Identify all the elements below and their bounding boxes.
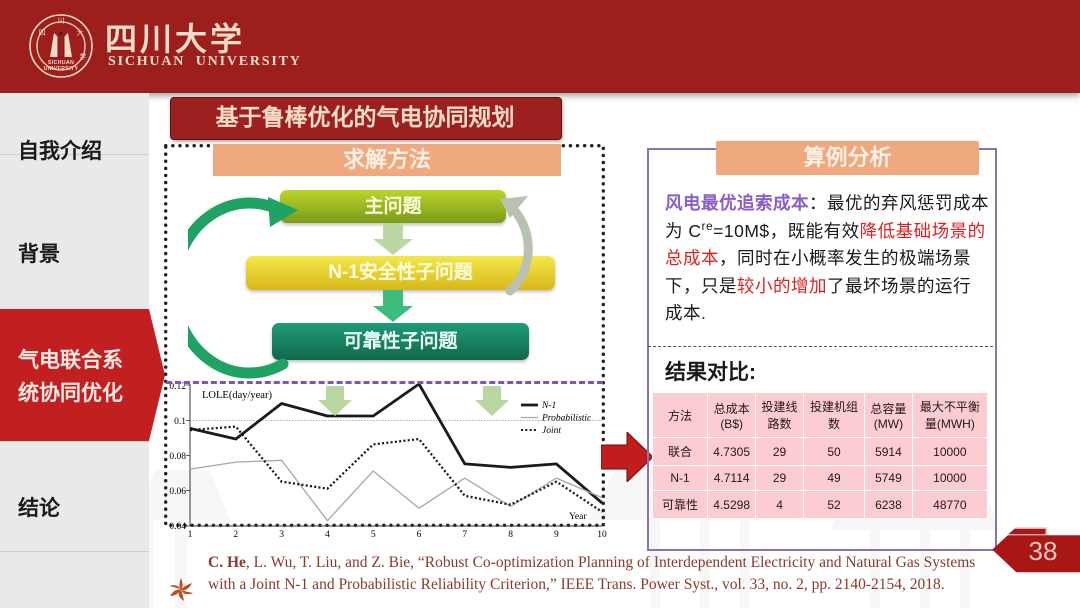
svg-text:0.08: 0.08	[169, 452, 186, 462]
svg-text:四: 四	[39, 29, 46, 37]
svg-text:Joint: Joint	[542, 426, 561, 436]
svg-text:0.04: 0.04	[169, 522, 186, 532]
svg-text:4: 4	[325, 530, 330, 540]
svg-text:7: 7	[462, 530, 467, 540]
svg-text:6: 6	[417, 530, 422, 540]
svg-text:大: 大	[77, 28, 84, 37]
svg-text:1: 1	[188, 530, 193, 540]
svg-text:3: 3	[279, 530, 284, 540]
svg-text:LOLE(day/year): LOLE(day/year)	[202, 390, 272, 401]
svg-text:Year: Year	[569, 512, 587, 522]
svg-text:10: 10	[597, 530, 607, 540]
svg-text:5: 5	[371, 530, 376, 540]
svg-text:0.1: 0.1	[174, 417, 186, 427]
svg-text:9: 9	[554, 530, 559, 540]
svg-text:0.06: 0.06	[169, 487, 186, 497]
svg-text:8: 8	[508, 530, 513, 540]
svg-text:38: 38	[1029, 536, 1058, 566]
svg-text:川: 川	[58, 17, 65, 25]
svg-text:N-1: N-1	[541, 401, 556, 411]
svg-text:2: 2	[233, 530, 238, 540]
svg-text:Probabilistic: Probabilistic	[541, 414, 592, 424]
